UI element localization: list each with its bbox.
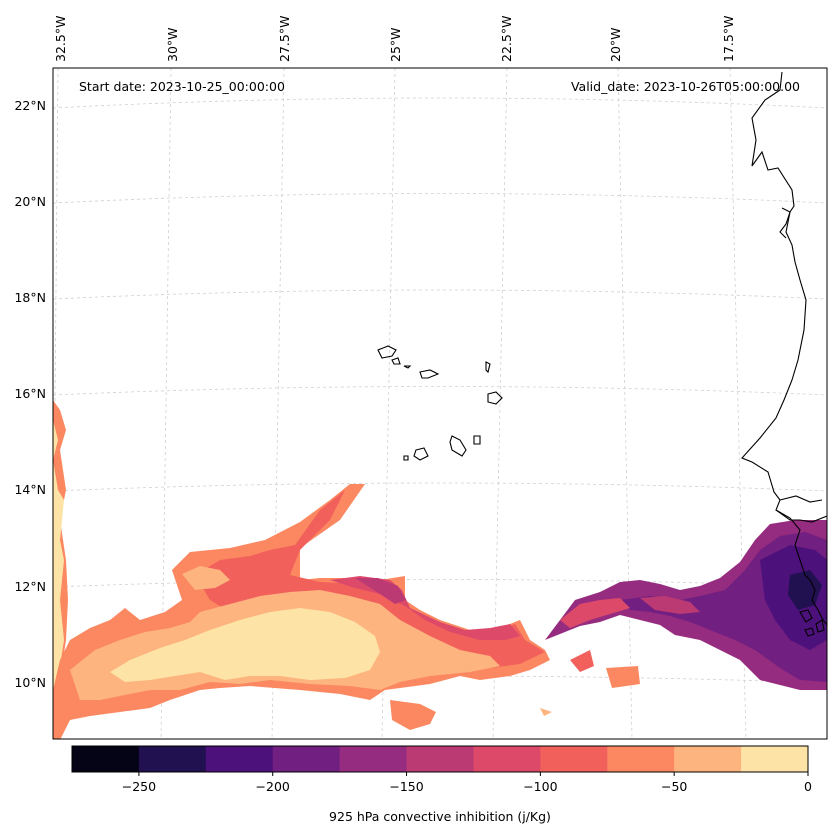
lat-gridline-12n	[53, 579, 827, 588]
coastline-gambia-inlet	[779, 495, 823, 503]
island-brava	[403, 455, 409, 461]
lat-label-3: 16°N	[14, 386, 46, 401]
colorbar-tick-label-5: 0	[804, 779, 812, 794]
contour-patch-southeast-d	[570, 650, 594, 672]
contour-band-minus100	[195, 490, 545, 668]
lat-gridline-22n	[53, 97, 827, 109]
island-santa-luzia	[403, 365, 412, 369]
colorbar-bin-5	[406, 746, 474, 772]
lon-label-0: 32.5°W	[53, 16, 68, 62]
contour-band-minus150	[355, 578, 406, 604]
lat-label-6: 10°N	[14, 675, 46, 690]
colorbar-tick-label-1: −200	[256, 779, 290, 794]
lon-label-6: 17.5°W	[721, 16, 736, 62]
colorbar-bin-2	[205, 746, 274, 772]
contour-east-purple-deep	[788, 570, 822, 610]
lat-label-4: 14°N	[14, 482, 46, 497]
colorbar-tick-label-3: −100	[523, 779, 557, 794]
coastline-bissau-islands	[799, 609, 825, 637]
colorbar-bin-7	[540, 746, 608, 772]
coastline-senegal-gambia	[775, 509, 827, 626]
lon-label-2: 27.5°W	[277, 16, 292, 62]
lat-label-2: 18°N	[14, 290, 46, 305]
coastline-africa	[741, 71, 827, 523]
latitude-labels: 22°N 20°N 18°N 16°N 14°N 12°N 10°N	[14, 98, 46, 690]
coastlines	[377, 71, 827, 637]
contour-patch-southeast-b	[606, 666, 640, 688]
lon-label-4: 22.5°W	[499, 16, 514, 62]
map-border	[52, 67, 828, 740]
lon-label-1: 30°W	[165, 27, 180, 62]
colorbar-bin-8	[607, 746, 675, 772]
colorbar-tick-label-0: −250	[122, 779, 156, 794]
lon-label-3: 25°W	[388, 27, 403, 62]
island-sao-vicente	[391, 357, 401, 365]
contour-band-minus25	[110, 608, 380, 682]
colorbar-bin-10	[741, 746, 809, 772]
contour-left-edge-inner	[53, 420, 64, 690]
colorbar-border	[71, 745, 809, 773]
colorbar: −250 −200 −150 −100 −50 0	[71, 745, 812, 794]
colorbar-tick-label-4: −50	[661, 779, 687, 794]
contour-east-pink-spots	[640, 596, 700, 614]
island-sal	[485, 361, 491, 374]
lat-gridline-14n	[53, 482, 827, 492]
start-date-label: Start date: 2023-10-25_00:00:00	[79, 79, 285, 94]
contour-east-red-fringe	[560, 598, 630, 628]
colorbar-bin-3	[272, 746, 341, 772]
contour-patch-southeast-a	[390, 700, 436, 730]
colorbar-bin-6	[473, 746, 541, 772]
island-boa-vista	[487, 391, 503, 405]
longitude-labels: 32.5°W 30°W 27.5°W 25°W 22.5°W 20°W 17.5°W	[53, 16, 736, 62]
lat-label-5: 12°N	[14, 579, 46, 594]
lon-gridline-20w	[617, 68, 633, 739]
island-sao-nicolau	[419, 369, 440, 379]
lon-label-5: 20°W	[608, 27, 623, 62]
colorbar-bin-1	[138, 746, 207, 772]
lat-label-0: 22°N	[14, 98, 46, 113]
colorbar-tick-label-2: −150	[389, 779, 423, 794]
lat-gridline-18n	[53, 289, 827, 300]
contour-west-patch	[182, 566, 230, 590]
island-santiago	[449, 435, 467, 457]
colorbar-bin-9	[674, 746, 742, 772]
island-maio	[473, 435, 481, 445]
contour-patch-southeast-c	[540, 708, 552, 716]
lat-gridline-20n	[53, 193, 827, 204]
lat-label-1: 20°N	[14, 194, 46, 209]
colorbar-bin-4	[339, 746, 408, 772]
colorbar-label: 925 hPa convective inhibition (j/Kg)	[329, 809, 551, 824]
colorbar-bin-0	[72, 746, 140, 772]
coastline-mauritania-coast	[779, 207, 791, 239]
lat-gridline-16n	[53, 386, 827, 396]
island-fogo	[413, 447, 429, 461]
island-santo-antao	[377, 345, 397, 359]
cin-contours	[53, 400, 827, 739]
valid-date-label: Valid_date: 2023-10-26T05:00:00.00	[571, 79, 800, 94]
